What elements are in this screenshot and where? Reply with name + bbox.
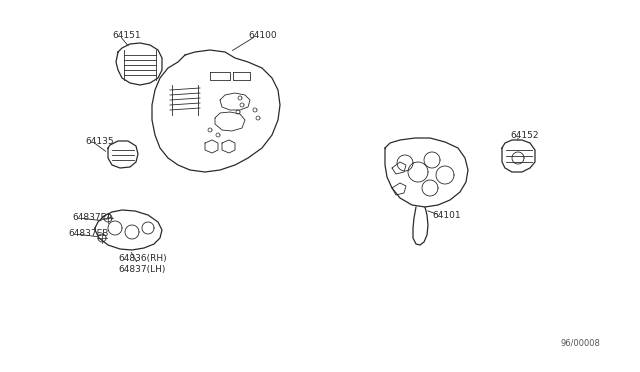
Text: 64151: 64151	[112, 32, 141, 41]
Text: 64100: 64100	[248, 32, 276, 41]
Text: 64837EA: 64837EA	[72, 214, 113, 222]
Text: 64135: 64135	[85, 138, 114, 147]
Text: 64837EB: 64837EB	[68, 230, 108, 238]
Text: 96/00008: 96/00008	[560, 339, 600, 348]
Text: 64101: 64101	[432, 211, 461, 219]
Text: 64836(RH)
64837(LH): 64836(RH) 64837(LH)	[118, 254, 166, 274]
Text: 64152: 64152	[510, 131, 538, 140]
